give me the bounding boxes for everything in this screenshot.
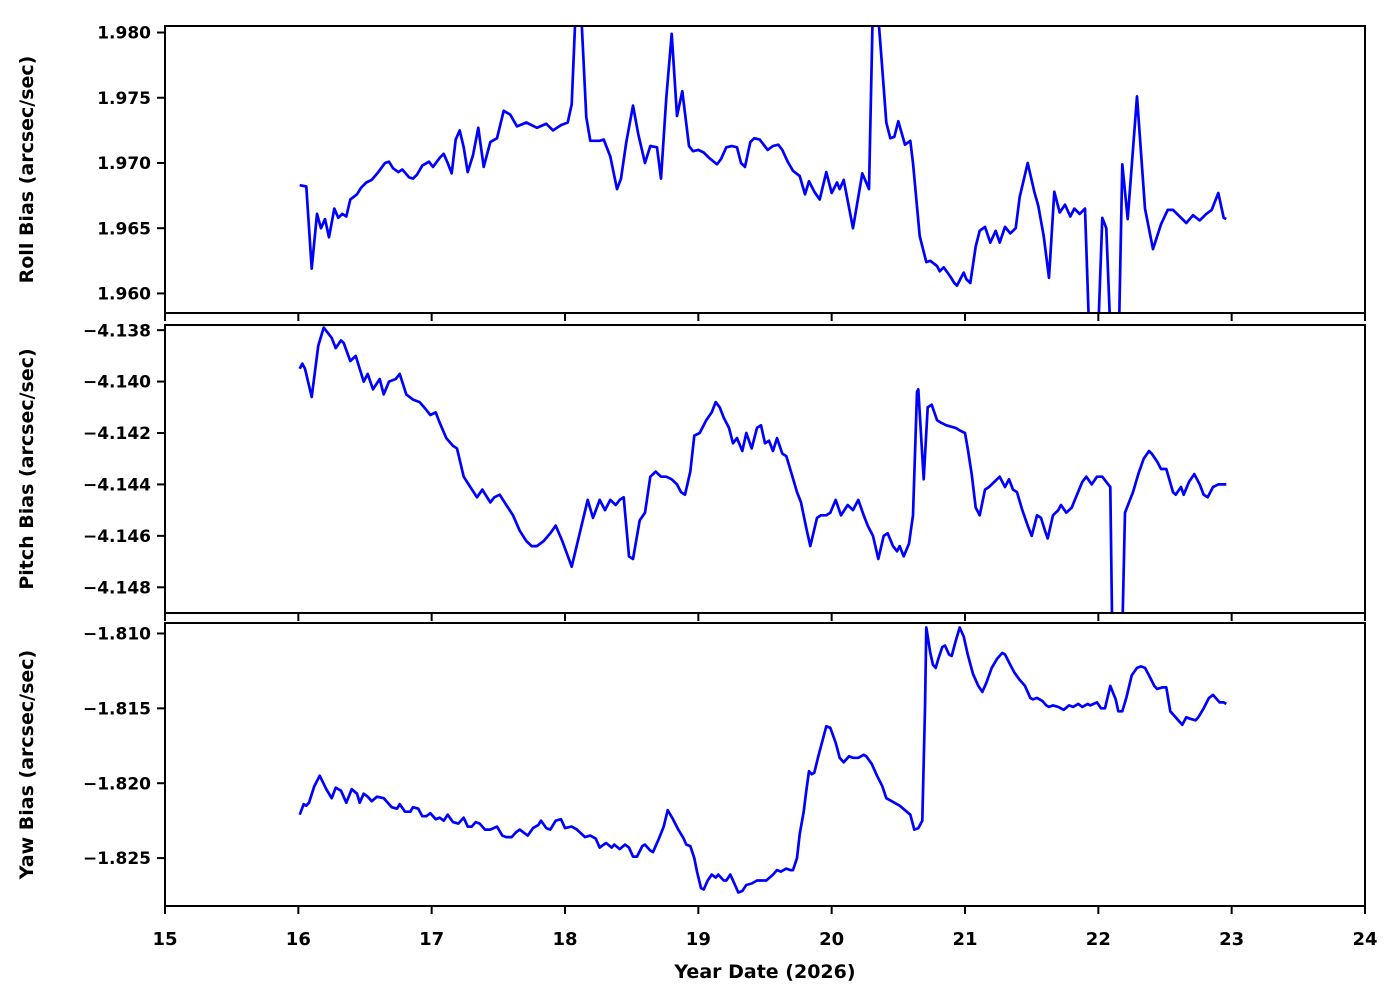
x-tick-label: 18 (552, 929, 577, 950)
x-tick-label: 23 (1219, 929, 1244, 950)
y-tick-label: −4.144 (83, 476, 151, 496)
roll-y-axis-label: Roll Bias (arcsec/sec) (16, 56, 38, 284)
yaw-bias-spines (164, 622, 1366, 907)
y-tick-label: −1.825 (83, 849, 151, 869)
y-tick-label: −1.810 (83, 625, 151, 645)
y-tick-label: −1.820 (83, 774, 151, 794)
x-tick-label: 22 (1086, 929, 1111, 950)
yaw-y-axis-label: Yaw Bias (arcsec/sec) (16, 650, 38, 880)
y-tick-label: 1.965 (97, 219, 151, 239)
pitch-bias-panel: −4.138 −4.140 −4.142 −4.144 −4.146 −4.148 (83, 321, 1366, 621)
pitch-bias-spines (164, 324, 1366, 614)
y-tick-label: −4.138 (83, 321, 151, 341)
y-tick-label: −4.146 (83, 527, 151, 547)
roll-bias-line (299, 26, 1227, 313)
x-tick-label: 24 (1352, 929, 1377, 950)
y-tick-label: −1.815 (83, 699, 151, 719)
y-tick-label: 1.970 (97, 154, 151, 174)
y-tick-label: 1.980 (97, 24, 151, 44)
pitch-bias-line (298, 326, 1227, 613)
roll-bias-spines (164, 25, 1366, 314)
roll-bias-panel: 1.980 1.975 1.970 1.965 1.960 (97, 24, 1366, 321)
y-tick-label: −4.148 (83, 578, 151, 598)
y-tick-label: 1.975 (97, 89, 151, 109)
yaw-bias-panel: −1.810 −1.815 −1.820 −1.825 15 16 17 18 19 20 21 22… (83, 622, 1378, 950)
pitch-y-axis-label: Pitch Bias (arcsec/sec) (16, 348, 38, 589)
x-tick-label: 16 (286, 929, 311, 950)
y-tick-label: 1.960 (97, 285, 151, 305)
y-tick-label: −4.140 (83, 373, 151, 393)
x-tick-label: 21 (952, 929, 977, 950)
x-tick-label: 15 (152, 929, 177, 950)
x-tick-label: 17 (419, 929, 444, 950)
x-tick-label: 20 (819, 929, 844, 950)
y-tick-label: −4.142 (83, 424, 151, 444)
x-axis-label: Year Date (2026) (673, 961, 855, 983)
panels-root: 1.9801.9751.9701.9651.960−4.138−4.140−4.… (83, 24, 1378, 950)
x-tick-label: 19 (686, 929, 711, 950)
yaw-bias-line (298, 626, 1227, 894)
